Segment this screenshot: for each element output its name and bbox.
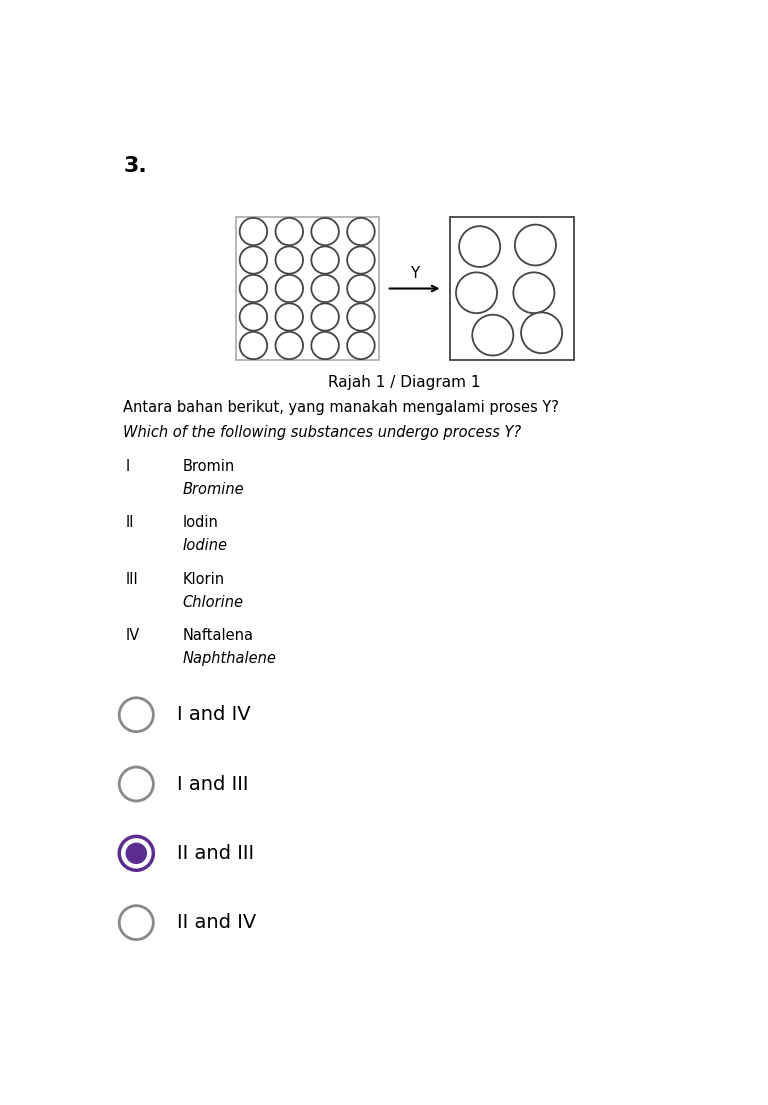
Text: I and III: I and III bbox=[177, 775, 249, 793]
Circle shape bbox=[311, 275, 339, 302]
Circle shape bbox=[347, 218, 375, 245]
Text: II and IV: II and IV bbox=[177, 913, 257, 933]
Circle shape bbox=[459, 227, 500, 267]
Text: Which of the following substances undergo process Y?: Which of the following substances underg… bbox=[123, 425, 521, 440]
Circle shape bbox=[119, 697, 154, 732]
Circle shape bbox=[311, 304, 339, 330]
Text: I and IV: I and IV bbox=[177, 705, 251, 724]
Circle shape bbox=[456, 272, 497, 313]
Text: Naftalena: Naftalena bbox=[183, 628, 253, 643]
Text: Rajah 1 / Diagram 1: Rajah 1 / Diagram 1 bbox=[328, 376, 480, 390]
Circle shape bbox=[276, 218, 303, 245]
Circle shape bbox=[276, 304, 303, 330]
Circle shape bbox=[311, 218, 339, 245]
Circle shape bbox=[521, 313, 562, 354]
Text: Antara bahan berikut, yang manakah mengalami proses Y?: Antara bahan berikut, yang manakah menga… bbox=[123, 400, 559, 414]
Circle shape bbox=[119, 767, 154, 801]
Circle shape bbox=[311, 332, 339, 359]
Text: II: II bbox=[125, 515, 134, 530]
Circle shape bbox=[347, 275, 375, 302]
Text: 3.: 3. bbox=[123, 156, 147, 176]
Circle shape bbox=[347, 304, 375, 330]
Circle shape bbox=[515, 224, 556, 265]
Text: II and III: II and III bbox=[177, 844, 254, 863]
Circle shape bbox=[119, 836, 154, 871]
Text: III: III bbox=[125, 571, 138, 587]
Bar bbox=[236, 218, 379, 360]
Bar bbox=[450, 218, 574, 360]
Circle shape bbox=[240, 246, 267, 274]
Text: I: I bbox=[125, 459, 130, 474]
Circle shape bbox=[119, 906, 154, 939]
Circle shape bbox=[240, 275, 267, 302]
Text: Naphthalene: Naphthalene bbox=[183, 651, 276, 666]
Text: Bromin: Bromin bbox=[183, 459, 235, 474]
Text: Klorin: Klorin bbox=[183, 571, 225, 587]
Circle shape bbox=[240, 304, 267, 330]
Circle shape bbox=[240, 218, 267, 245]
Circle shape bbox=[126, 843, 147, 863]
Circle shape bbox=[472, 315, 513, 356]
Circle shape bbox=[347, 246, 375, 274]
Circle shape bbox=[240, 332, 267, 359]
Text: Chlorine: Chlorine bbox=[183, 594, 243, 610]
Circle shape bbox=[347, 332, 375, 359]
Text: Y: Y bbox=[410, 266, 419, 281]
Circle shape bbox=[311, 246, 339, 274]
Circle shape bbox=[276, 332, 303, 359]
Circle shape bbox=[513, 272, 554, 313]
Circle shape bbox=[276, 246, 303, 274]
Text: Iodine: Iodine bbox=[183, 538, 228, 554]
Text: Bromine: Bromine bbox=[183, 482, 244, 497]
Circle shape bbox=[276, 275, 303, 302]
Text: Iodin: Iodin bbox=[183, 515, 219, 530]
Text: IV: IV bbox=[125, 628, 140, 643]
